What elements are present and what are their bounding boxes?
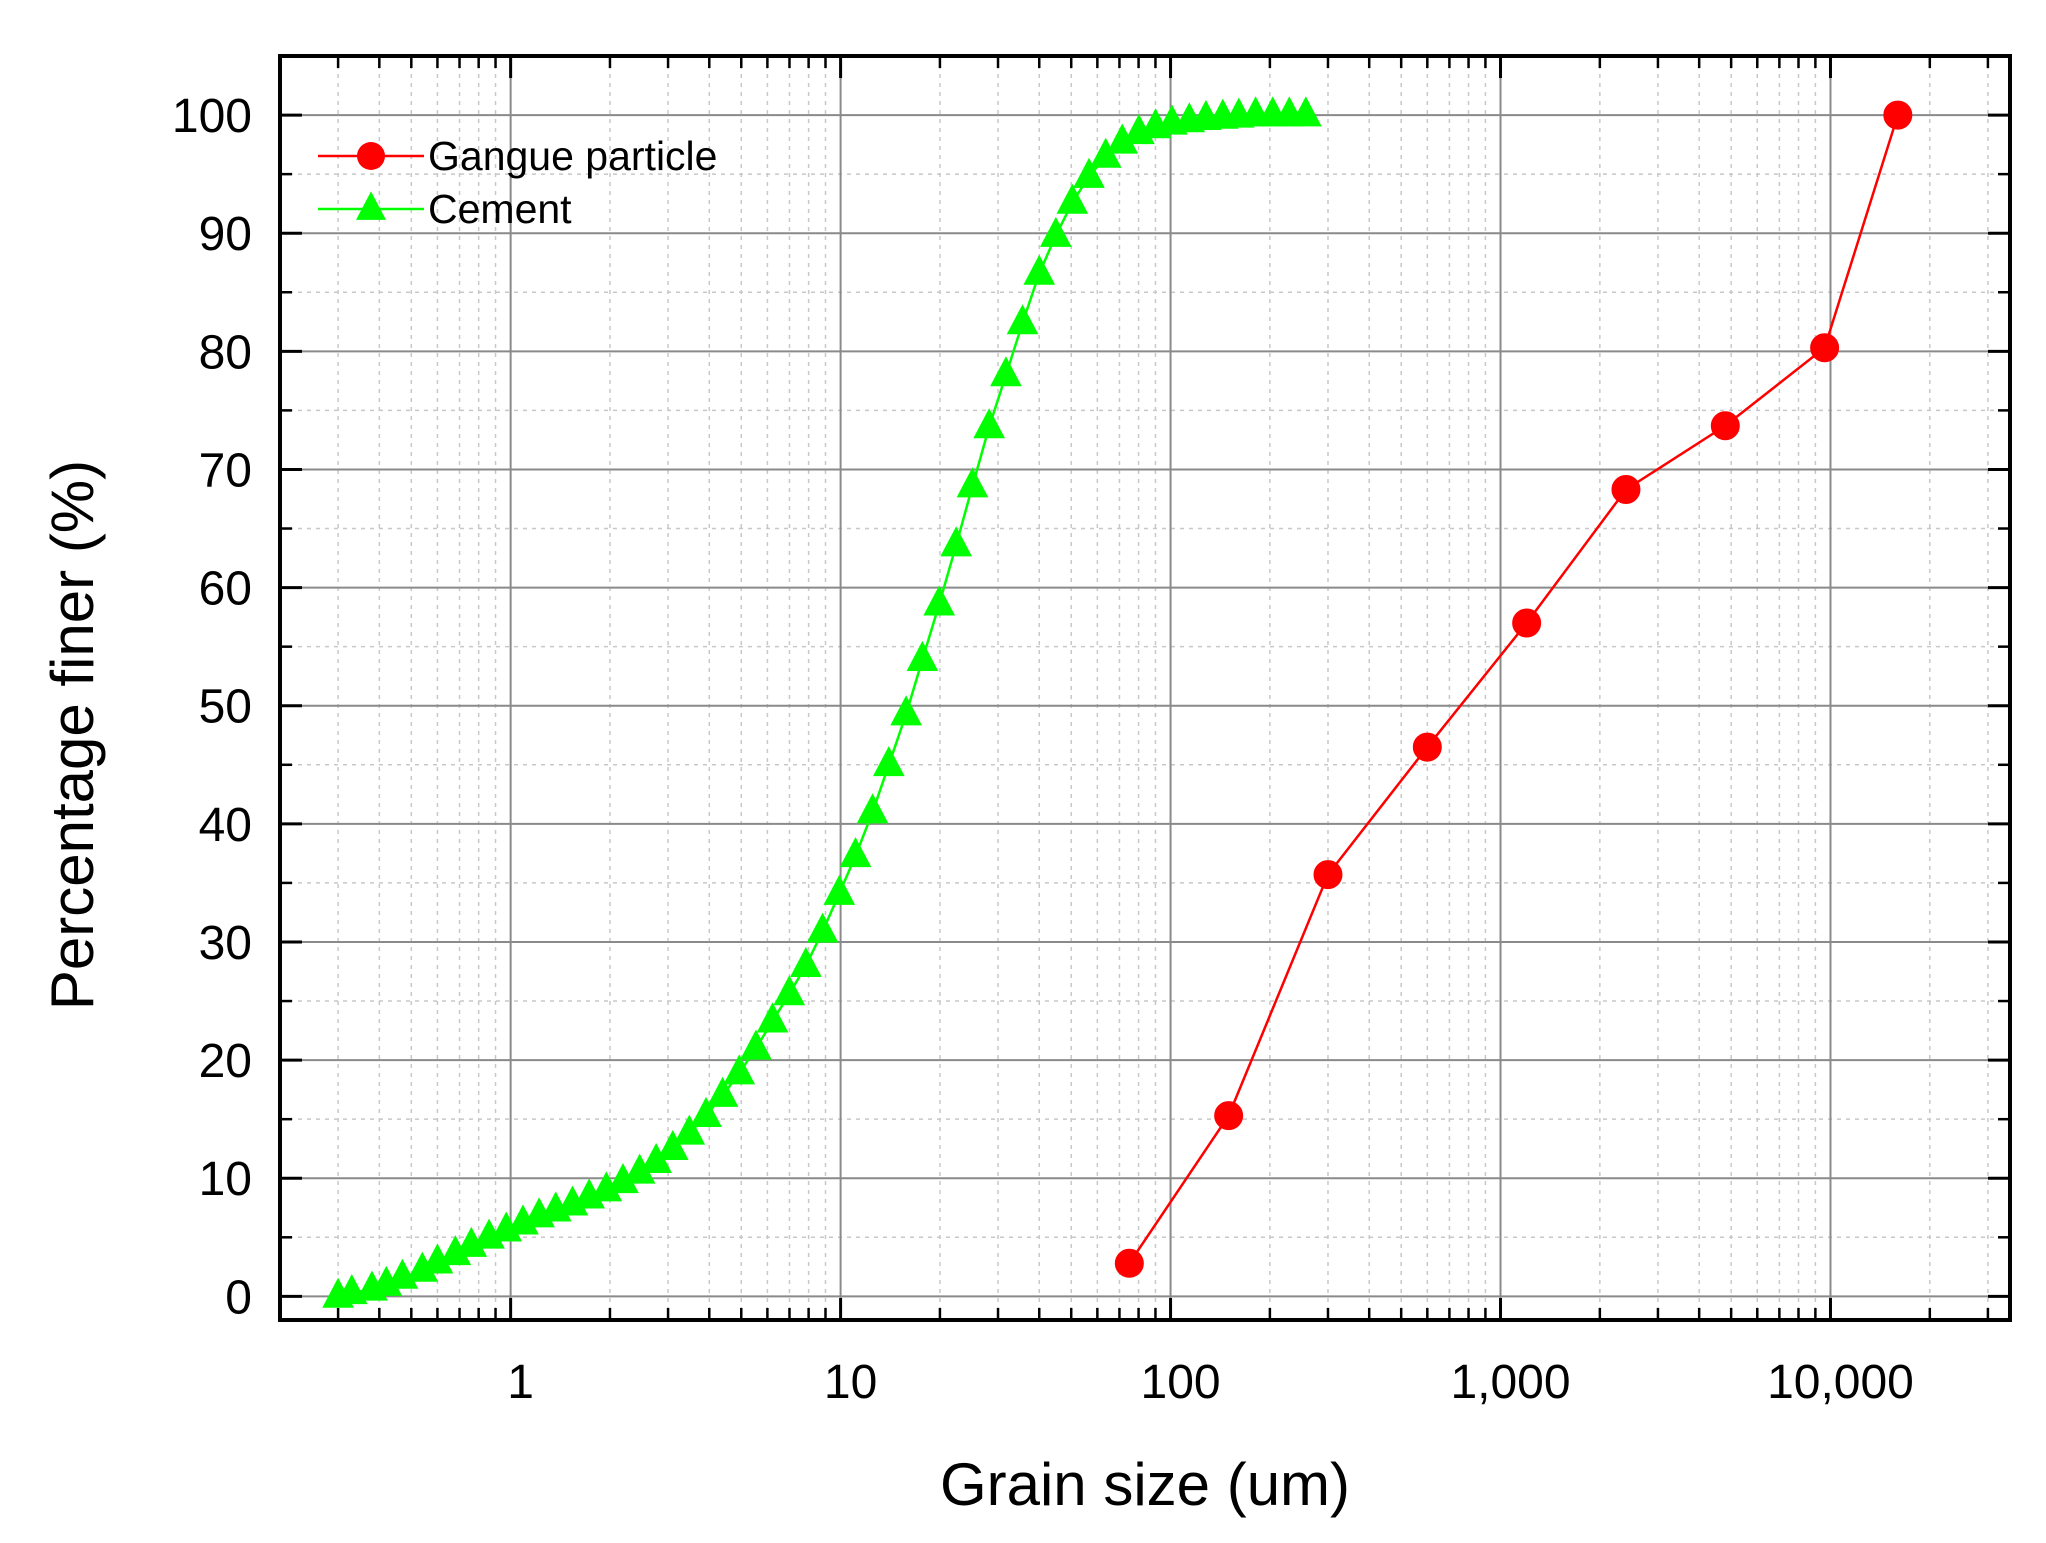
series-layer bbox=[322, 96, 1913, 1308]
data-point bbox=[706, 1076, 739, 1107]
x-tick-label: 1,000 bbox=[1450, 1356, 1570, 1409]
legend-item: Cement bbox=[318, 186, 572, 232]
data-point bbox=[740, 1029, 772, 1060]
data-point bbox=[923, 585, 956, 616]
data-point bbox=[856, 793, 889, 824]
data-point bbox=[990, 356, 1022, 387]
data-point bbox=[1023, 254, 1056, 285]
data-point bbox=[1214, 1101, 1244, 1131]
data-point bbox=[1611, 475, 1641, 505]
series-gangue-particle bbox=[1114, 100, 1913, 1278]
data-point bbox=[673, 1114, 706, 1145]
plot-border bbox=[278, 54, 2012, 1322]
y-tick-label: 20 bbox=[199, 1035, 252, 1088]
data-point bbox=[1039, 216, 1072, 247]
y-tick-label: 70 bbox=[199, 444, 252, 497]
data-point bbox=[756, 1002, 789, 1033]
data-point bbox=[1710, 411, 1740, 441]
y-tick-label: 100 bbox=[172, 90, 252, 143]
x-axis-title: Grain size (um) bbox=[940, 1451, 1350, 1518]
data-point bbox=[1056, 183, 1089, 214]
legend-label: Cement bbox=[428, 186, 572, 232]
legend: Gangue particle Cement bbox=[318, 133, 717, 232]
y-tick-label: 0 bbox=[225, 1271, 252, 1324]
data-point bbox=[1313, 860, 1343, 890]
data-point bbox=[1512, 608, 1542, 638]
y-axis-title: Percentage finer (%) bbox=[39, 460, 106, 1010]
x-tick-label: 1 bbox=[507, 1356, 534, 1409]
data-point bbox=[773, 975, 806, 1006]
legend-marker bbox=[357, 142, 385, 170]
data-point bbox=[790, 946, 822, 977]
series-cement bbox=[322, 96, 1322, 1308]
y-tick-label: 60 bbox=[199, 563, 252, 616]
legend-marker bbox=[356, 191, 386, 220]
y-tick-label: 80 bbox=[199, 326, 252, 379]
x-tick-label: 10,000 bbox=[1767, 1356, 1914, 1409]
data-point bbox=[872, 746, 905, 777]
data-point bbox=[806, 912, 839, 943]
data-point bbox=[1114, 1248, 1144, 1278]
x-tick-label: 100 bbox=[1141, 1356, 1221, 1409]
data-point bbox=[940, 526, 972, 557]
data-point bbox=[956, 467, 989, 498]
data-point bbox=[890, 695, 922, 726]
data-point bbox=[723, 1054, 756, 1085]
major-grid bbox=[280, 56, 2010, 1320]
legend-label: Gangue particle bbox=[428, 133, 717, 179]
data-point bbox=[906, 640, 939, 671]
tick-labels: 1 10 100 1,000 10,000 0 10 20 30 40 50 60 70 80 90 100 bbox=[172, 90, 1914, 1409]
legend-item: Gangue particle bbox=[318, 133, 717, 179]
data-point bbox=[1883, 100, 1913, 130]
data-point bbox=[823, 874, 856, 905]
data-point bbox=[839, 837, 872, 868]
plot-frame bbox=[278, 54, 2012, 1322]
x-tick-label: 10 bbox=[824, 1356, 877, 1409]
y-tick-label: 50 bbox=[199, 681, 252, 734]
y-tick-label: 40 bbox=[199, 799, 252, 852]
data-point bbox=[1289, 96, 1322, 127]
data-point bbox=[1810, 333, 1840, 363]
data-point bbox=[1073, 157, 1105, 188]
y-tick-label: 90 bbox=[199, 208, 252, 261]
axis-ticks bbox=[280, 56, 2010, 1320]
y-tick-label: 10 bbox=[199, 1153, 252, 1206]
data-point bbox=[656, 1129, 689, 1161]
data-point bbox=[973, 408, 1005, 439]
data-point bbox=[1412, 732, 1442, 762]
minor-grid bbox=[280, 56, 2010, 1320]
data-point bbox=[690, 1096, 722, 1127]
data-point bbox=[1006, 304, 1039, 335]
y-tick-label: 30 bbox=[199, 917, 252, 970]
